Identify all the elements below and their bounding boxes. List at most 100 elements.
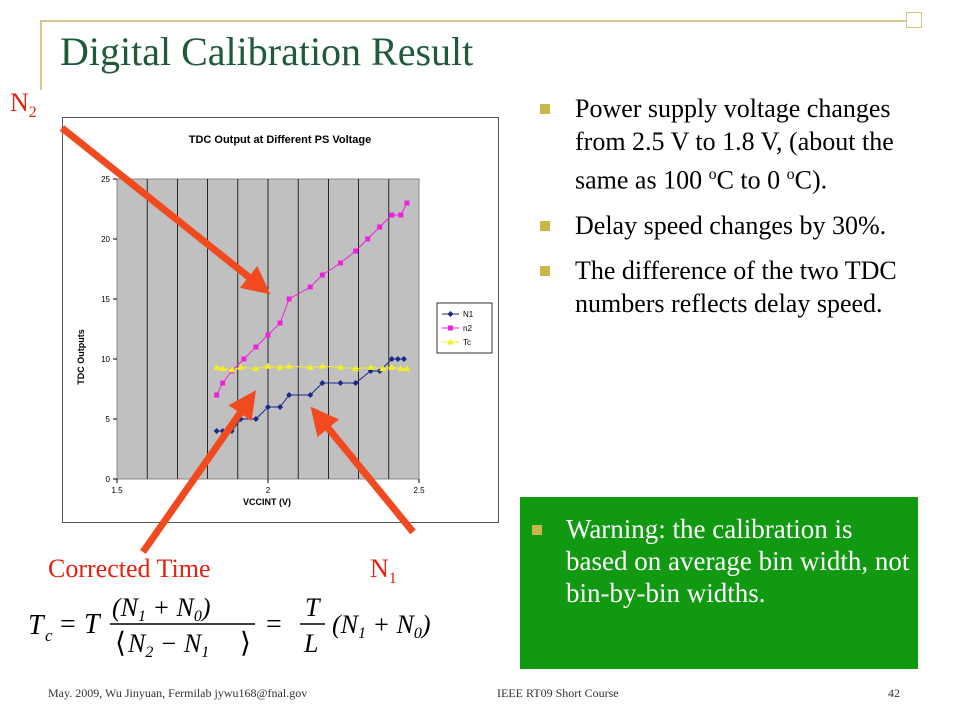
data-point-n2	[277, 320, 283, 326]
data-point-n2	[337, 260, 343, 266]
data-point-tc	[379, 365, 387, 372]
data-point-n1	[307, 392, 314, 398]
label-n2-sub: 2	[28, 104, 37, 122]
data-point-n2	[253, 344, 259, 350]
data-point-n1	[286, 392, 293, 398]
footer-page-number: 42	[888, 686, 900, 700]
axis-ticks: 0 5 10 15 20 25 1.5 2 2.5	[101, 175, 425, 495]
bullet-square-icon	[540, 265, 550, 276]
bullet-text-end: C).	[794, 165, 828, 195]
formula-eq2: =	[266, 609, 282, 640]
grid	[146, 179, 390, 479]
bullet-difference: The difference of the two TDC numbers re…	[540, 254, 915, 320]
slide-title: Digital Calibration Result	[60, 29, 474, 74]
data-point-n1	[352, 380, 359, 386]
y-tick-label: 20	[101, 235, 110, 244]
bullet-text-mid: C to 0	[716, 165, 787, 195]
legend-label-n2: n2	[463, 324, 472, 333]
data-point-tc	[306, 363, 314, 370]
legend-marker	[447, 311, 454, 317]
tdc-chart: TDC Output at Different PS Voltage 0 5 10 1…	[62, 117, 499, 523]
label-n1: N1	[370, 554, 397, 588]
formula-tc: T	[28, 610, 46, 641]
x-axis-label: VCCINT (V)	[243, 497, 291, 507]
data-point-n1	[337, 380, 344, 386]
label-n2: N2	[10, 88, 37, 122]
x-tick-label: 1.5	[111, 486, 123, 495]
bullet-text: Power supply voltage changes from 2.5 V …	[575, 94, 894, 195]
den-n2: N	[127, 629, 147, 658]
bullet-voltage: Power supply voltage changes from 2.5 V …	[540, 92, 915, 197]
den-open: ⟨	[115, 628, 126, 659]
formula-eq1: =	[60, 609, 76, 640]
x-tick-label: 2.5	[413, 486, 425, 495]
data-point-tc	[276, 363, 284, 370]
series-tc	[213, 362, 411, 373]
legend-label-tc: Tc	[463, 338, 471, 347]
y-tick-label: 15	[101, 295, 110, 304]
data-point-n2	[365, 236, 371, 242]
data-point-tc	[228, 366, 236, 373]
right-sub0: 0	[414, 625, 422, 642]
data-point-n1	[277, 404, 284, 410]
data-point-n2	[220, 380, 226, 386]
data-point-n2	[377, 224, 383, 230]
arrow-n2	[59, 125, 271, 295]
y-tick-label: 25	[101, 175, 110, 184]
bullet-square-icon	[540, 104, 550, 114]
right-a: (N	[332, 610, 360, 639]
formula: T c = T (N1 + N0) ⟨ N2 − N1 ⟩ = T L (N1 …	[28, 593, 431, 660]
data-point-tc	[237, 363, 245, 370]
data-point-tc	[388, 363, 396, 370]
data-point-tc	[219, 365, 227, 372]
num-sub0: 0	[194, 608, 202, 625]
legend-label-n1: N1	[463, 310, 474, 319]
bullet-text: Delay speed changes by 30%.	[575, 210, 887, 240]
data-point-tc	[403, 365, 411, 372]
label-n2-base: N	[10, 88, 29, 117]
data-point-n2	[404, 200, 410, 206]
formula-numerator: (N1 + N0)	[112, 593, 211, 625]
footer-author: May. 2009, Wu Jinyuan, Fermilab jywu168@…	[48, 686, 308, 700]
den-close: ⟩	[240, 628, 251, 659]
data-point-n1	[388, 356, 395, 362]
arrow-n1	[310, 406, 416, 535]
legend: N1 n2 Tc	[436, 302, 493, 354]
data-point-n1	[394, 356, 401, 362]
data-point-tc	[336, 363, 344, 370]
bullet-square-icon	[532, 525, 542, 535]
num-sub1: 1	[138, 608, 146, 625]
data-point-n2	[319, 272, 325, 278]
arrow-corrected-time	[140, 390, 257, 555]
label-corrected-time: Corrected Time	[48, 554, 211, 583]
x-tick-label: 2	[266, 486, 271, 495]
data-point-n2	[353, 248, 359, 254]
y-tick-label: 0	[106, 475, 111, 484]
warning-bullet: Warning: the calibration is based on ave…	[532, 513, 910, 609]
right-close: )	[420, 610, 431, 639]
chart-title: TDC Output at Different PS Voltage	[189, 134, 372, 146]
den-sub2: 2	[145, 644, 153, 660]
data-point-tc	[213, 363, 221, 370]
data-point-tc	[285, 362, 293, 369]
data-point-n1	[400, 356, 407, 362]
y-tick-label: 10	[101, 355, 110, 364]
warning-box: Warning: the calibration is based on ave…	[520, 497, 918, 669]
data-point-n1	[265, 404, 271, 410]
formula-tc-sub: c	[45, 626, 53, 645]
bullet-text: The difference of the two TDC numbers re…	[575, 255, 897, 318]
title-rule-vertical	[40, 20, 42, 90]
degree-o: o	[708, 166, 717, 183]
num-plus: + N	[146, 593, 196, 622]
label-n1-base: N	[370, 554, 389, 583]
data-point-n1	[319, 380, 326, 386]
corner-square	[906, 12, 922, 28]
right-plus: + N	[366, 610, 416, 639]
legend-marker	[447, 338, 454, 345]
data-point-n2	[307, 284, 313, 290]
legend-marker	[448, 325, 453, 331]
data-point-n2	[389, 212, 395, 218]
degree-o-2: o	[786, 166, 795, 183]
data-point-tc	[264, 362, 272, 369]
